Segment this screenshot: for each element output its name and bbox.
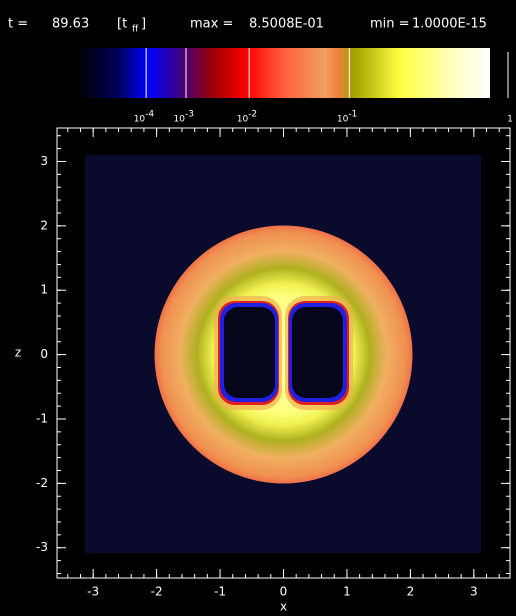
colorbar-tick-label: 10 [134, 115, 146, 125]
colorbar-tick-exponent: -1 [348, 110, 357, 120]
colorbar-tick-exponent: -3 [185, 110, 194, 120]
colorbar [78, 48, 490, 98]
colorbar-tick-label: 10 [337, 115, 349, 125]
x-tick-label: -2 [151, 585, 163, 599]
x-tick-label: 0 [280, 585, 288, 599]
y-axis-label: z [15, 346, 21, 360]
colorbar-tick-exponent: -4 [145, 110, 154, 120]
y-tick-label: -2 [36, 476, 48, 490]
max-value: 8.5008E-01 [249, 17, 324, 32]
y-tick-label: 0 [40, 347, 48, 361]
x-tick-label: 2 [407, 585, 415, 599]
max-label: max = [190, 17, 233, 32]
time-unit: [t [117, 17, 127, 32]
y-tick-label: 3 [40, 154, 48, 168]
colorbar-tick-label: 1 [507, 115, 513, 125]
min-label: min = [370, 17, 410, 32]
x-tick-label: -3 [87, 585, 99, 599]
colorbar-tick-exponent: -2 [248, 110, 257, 120]
time-unit-sub: ff [132, 25, 139, 35]
colorbar-tick-label: 10 [174, 115, 186, 125]
x-axis-label: x [280, 600, 287, 614]
image [85, 155, 481, 553]
y-tick-label: 1 [40, 283, 48, 297]
disk [154, 225, 413, 484]
y-tick-label: 2 [40, 218, 48, 232]
cavities [214, 296, 353, 410]
y-tick-label: -1 [36, 411, 48, 425]
y-tick-label: -3 [36, 540, 48, 554]
colorbar-tick-label: 10 [237, 115, 249, 125]
x-tick-label: 1 [343, 585, 351, 599]
min-value: 1.0000E-15 [412, 17, 487, 32]
time-unit-close: ] [141, 17, 146, 32]
time-value: 89.63 [52, 17, 89, 32]
time-label: t = [8, 17, 28, 32]
x-tick-label: -1 [214, 585, 226, 599]
x-tick-label: 3 [470, 585, 478, 599]
